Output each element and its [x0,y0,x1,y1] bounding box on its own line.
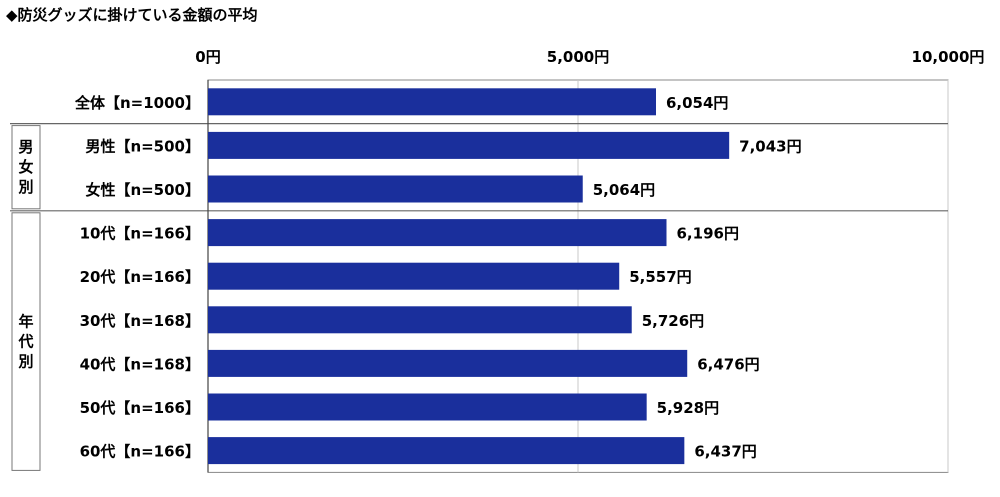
bar [208,437,685,465]
bar [208,175,583,203]
bar [208,262,620,290]
category-label: 30代【n=168】 [80,312,200,330]
x-tick-label: 5,000円 [547,48,609,66]
x-tick-label: 0円 [195,48,220,66]
category-label: 全体【n=1000】 [74,94,200,112]
group-label-box [11,212,41,471]
value-label: 6,054円 [666,94,728,112]
category-label: 女性【n=500】 [85,181,200,199]
group-label: 年代別 [17,313,33,371]
value-label: 6,476円 [697,355,759,373]
category-label: 50代【n=166】 [80,399,200,417]
value-label: 7,043円 [739,137,801,155]
bar [208,306,632,334]
group-label-box [11,125,41,210]
value-label: 6,196円 [677,225,739,243]
category-label: 男性【n=500】 [85,137,200,155]
bar [208,393,647,421]
bar [208,88,656,116]
category-label: 40代【n=168】 [80,355,200,373]
category-label: 20代【n=166】 [80,268,200,286]
x-tick-label: 10,000円 [912,48,985,66]
value-label: 5,726円 [642,312,704,330]
bar [208,219,667,247]
bar [208,349,688,377]
value-label: 5,928円 [657,399,719,417]
bar [208,131,730,159]
value-label: 5,064円 [593,181,655,199]
value-label: 5,557円 [629,268,691,286]
group-label: 男女別 [17,138,33,196]
chart-title: ◆防災グッズに掛けている金額の平均 [6,6,258,24]
value-label: 6,437円 [694,443,756,461]
category-label: 10代【n=166】 [80,225,200,243]
category-label: 60代【n=166】 [80,443,200,461]
